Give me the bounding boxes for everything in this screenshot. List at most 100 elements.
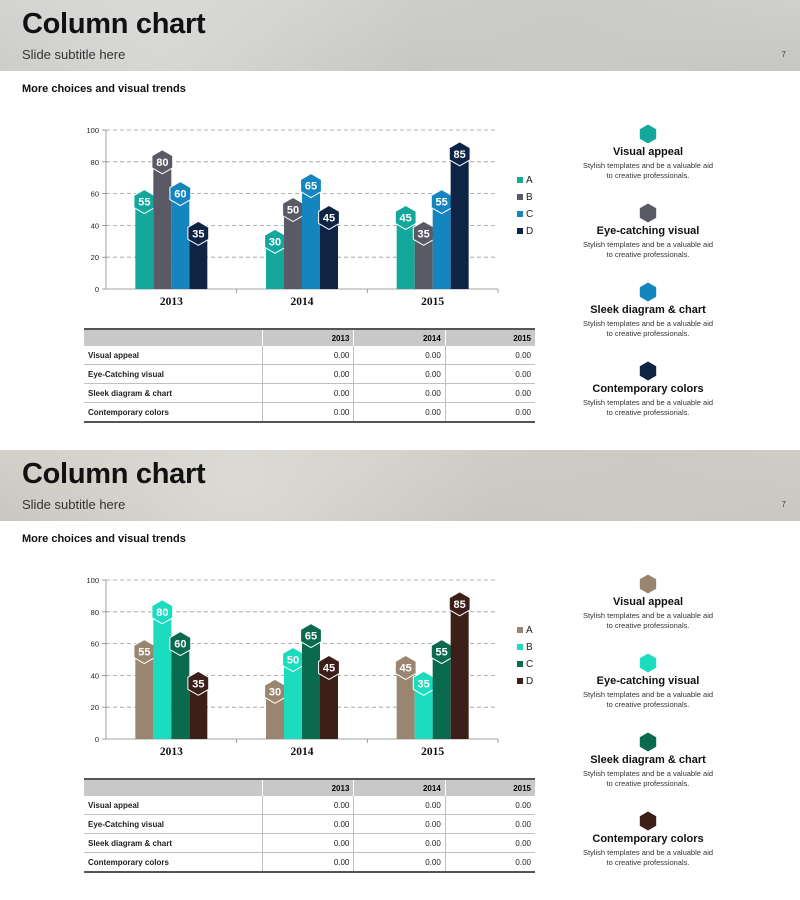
table-cell: 0.00 [261, 814, 354, 834]
table-cell: 0.00 [444, 402, 535, 423]
table-row: Sleek diagram & chart 0.00 0.00 0.00 [84, 833, 535, 853]
table-header-cell: 2014 [353, 328, 446, 346]
feature-sleek-diagram: Sleek diagram & chart Stylish templates … [568, 282, 728, 339]
bar-hexagon-marker [394, 204, 417, 230]
table-cell: 0.00 [444, 364, 535, 384]
page-number: 7 [781, 50, 786, 59]
data-label: 45 [323, 662, 335, 674]
table-row-label: Visual appeal [84, 346, 263, 365]
table-row-label: Visual appeal [84, 796, 263, 815]
table-row-label: Sleek diagram & chart [84, 833, 263, 853]
bar-hexagon-marker [448, 591, 471, 617]
bar [189, 233, 208, 289]
feature-description-line1: Stylish templates and be a valuable aid [582, 848, 714, 857]
x-category-label: 2015 [421, 746, 444, 758]
feature-description-line1: Stylish templates and be a valuable aid [582, 769, 714, 778]
x-category-label: 2013 [160, 296, 183, 308]
y-tick-label: 80 [91, 608, 99, 617]
table-header-cell [84, 328, 263, 346]
hexagon-icon [639, 732, 657, 752]
feature-description-line2: to creative professionals. [606, 171, 690, 180]
table-cell: 0.00 [261, 346, 354, 365]
bar [284, 659, 302, 739]
bar-hexagon-marker [187, 220, 210, 246]
feature-description-line2: to creative professionals. [606, 621, 690, 630]
legend-label: B [526, 642, 533, 653]
bar [302, 635, 320, 739]
data-table: 2013 2014 2015 Visual appeal 0.00 0.00 0… [84, 778, 535, 873]
table-cell: 0.00 [444, 383, 535, 403]
feature-contemporary-colors: Contemporary colors Stylish templates an… [568, 811, 728, 868]
bar-hexagon-marker [300, 173, 322, 199]
table-row: Sleek diagram & chart 0.00 0.00 0.00 [84, 383, 535, 403]
table-row: Visual appeal 0.00 0.00 0.00 [84, 796, 535, 815]
bar-hexagon-marker [448, 141, 471, 167]
table-cell: 0.00 [444, 796, 535, 815]
hexagon-icon [639, 282, 657, 302]
table-header-cell: 2013 [261, 328, 354, 346]
table-row-label: Contemporary colors [84, 402, 263, 423]
legend-swatch [517, 228, 523, 234]
hexagon-icon [639, 203, 657, 223]
slide-title: Column chart [22, 458, 206, 490]
x-category-label: 2013 [160, 746, 183, 758]
slide-header: Column chart Slide subtitle here 7 [0, 0, 800, 71]
feature-description-line1: Stylish templates and be a valuable aid [582, 398, 714, 407]
y-tick-label: 80 [91, 158, 99, 167]
feature-title: Contemporary colors [592, 833, 704, 845]
legend-swatch [517, 177, 523, 183]
slide-title: Column chart [22, 8, 206, 40]
table-cell: 0.00 [353, 364, 446, 384]
table-cell: 0.00 [353, 852, 446, 873]
hexagon-icon [639, 124, 657, 144]
bar [171, 193, 190, 289]
bar-hexagon-marker [169, 181, 192, 207]
table-cell: 0.00 [261, 833, 354, 853]
data-label: 35 [418, 228, 430, 240]
feature-description-line1: Stylish templates and be a valuable aid [582, 319, 714, 328]
table-row: Contemporary colors 0.00 0.00 0.00 [84, 852, 535, 873]
bar [171, 643, 190, 739]
y-tick-label: 0 [95, 285, 99, 294]
page-number: 7 [781, 500, 786, 509]
bar [153, 161, 172, 289]
bar [414, 683, 433, 739]
table-row: Eye-Catching visual 0.00 0.00 0.00 [84, 814, 535, 834]
data-label: 85 [454, 149, 466, 161]
bar-hexagon-marker [318, 204, 340, 230]
data-label: 45 [400, 212, 412, 224]
slide-subtitle: Slide subtitle here [22, 47, 126, 62]
legend-label: D [526, 676, 533, 687]
legend-label: C [526, 209, 533, 220]
hexagon-icon [639, 811, 657, 831]
table-row: Eye-Catching visual 0.00 0.00 0.00 [84, 364, 535, 384]
table-header-cell: 2014 [353, 778, 446, 796]
feature-title: Visual appeal [612, 596, 684, 608]
table-row-label: Eye-Catching visual [84, 814, 263, 834]
feature-contemporary-colors: Contemporary colors Stylish templates an… [568, 361, 728, 418]
bar [135, 201, 154, 289]
bar [396, 667, 415, 739]
feature-description-line2: to creative professionals. [606, 408, 690, 417]
feature-title: Contemporary colors [592, 383, 704, 395]
feature-visual-appeal: Visual appeal Stylish templates and be a… [568, 124, 728, 181]
legend-swatch [517, 661, 523, 667]
table-header-cell: 2013 [261, 778, 354, 796]
x-category-label: 2014 [291, 296, 314, 308]
data-label: 35 [192, 678, 204, 690]
feature-title: Sleek diagram & chart [590, 304, 706, 316]
data-label: 50 [287, 205, 299, 217]
table-cell: 0.00 [353, 346, 446, 365]
table-cell: 0.00 [261, 796, 354, 815]
bar [396, 217, 415, 289]
table-header-row: 2013 2014 2015 [84, 328, 535, 346]
data-label: 35 [192, 228, 204, 240]
data-label: 30 [269, 236, 281, 248]
data-label: 60 [174, 189, 186, 201]
table-header-cell: 2015 [444, 778, 535, 796]
column-chart: 0 20 40 60 80 100 55 80 60 35 2013 30 50 65 45 2014 45 35… [86, 126, 533, 308]
bar [320, 217, 338, 289]
data-label: 55 [138, 197, 150, 209]
legend-swatch [517, 194, 523, 200]
data-label: 45 [400, 662, 412, 674]
